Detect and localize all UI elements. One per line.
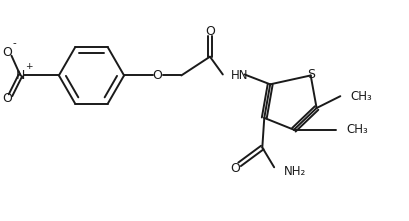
Text: +: + xyxy=(25,61,33,70)
Text: O: O xyxy=(230,162,240,175)
Text: O: O xyxy=(2,46,12,59)
Text: CH₃: CH₃ xyxy=(349,90,371,103)
Text: O: O xyxy=(2,92,12,105)
Text: NH₂: NH₂ xyxy=(283,165,306,178)
Text: -: - xyxy=(12,38,16,48)
Text: N: N xyxy=(16,69,25,82)
Text: HN: HN xyxy=(230,69,247,82)
Text: CH₃: CH₃ xyxy=(345,123,367,136)
Text: S: S xyxy=(306,68,314,81)
Text: O: O xyxy=(204,25,214,38)
Text: O: O xyxy=(152,69,162,82)
